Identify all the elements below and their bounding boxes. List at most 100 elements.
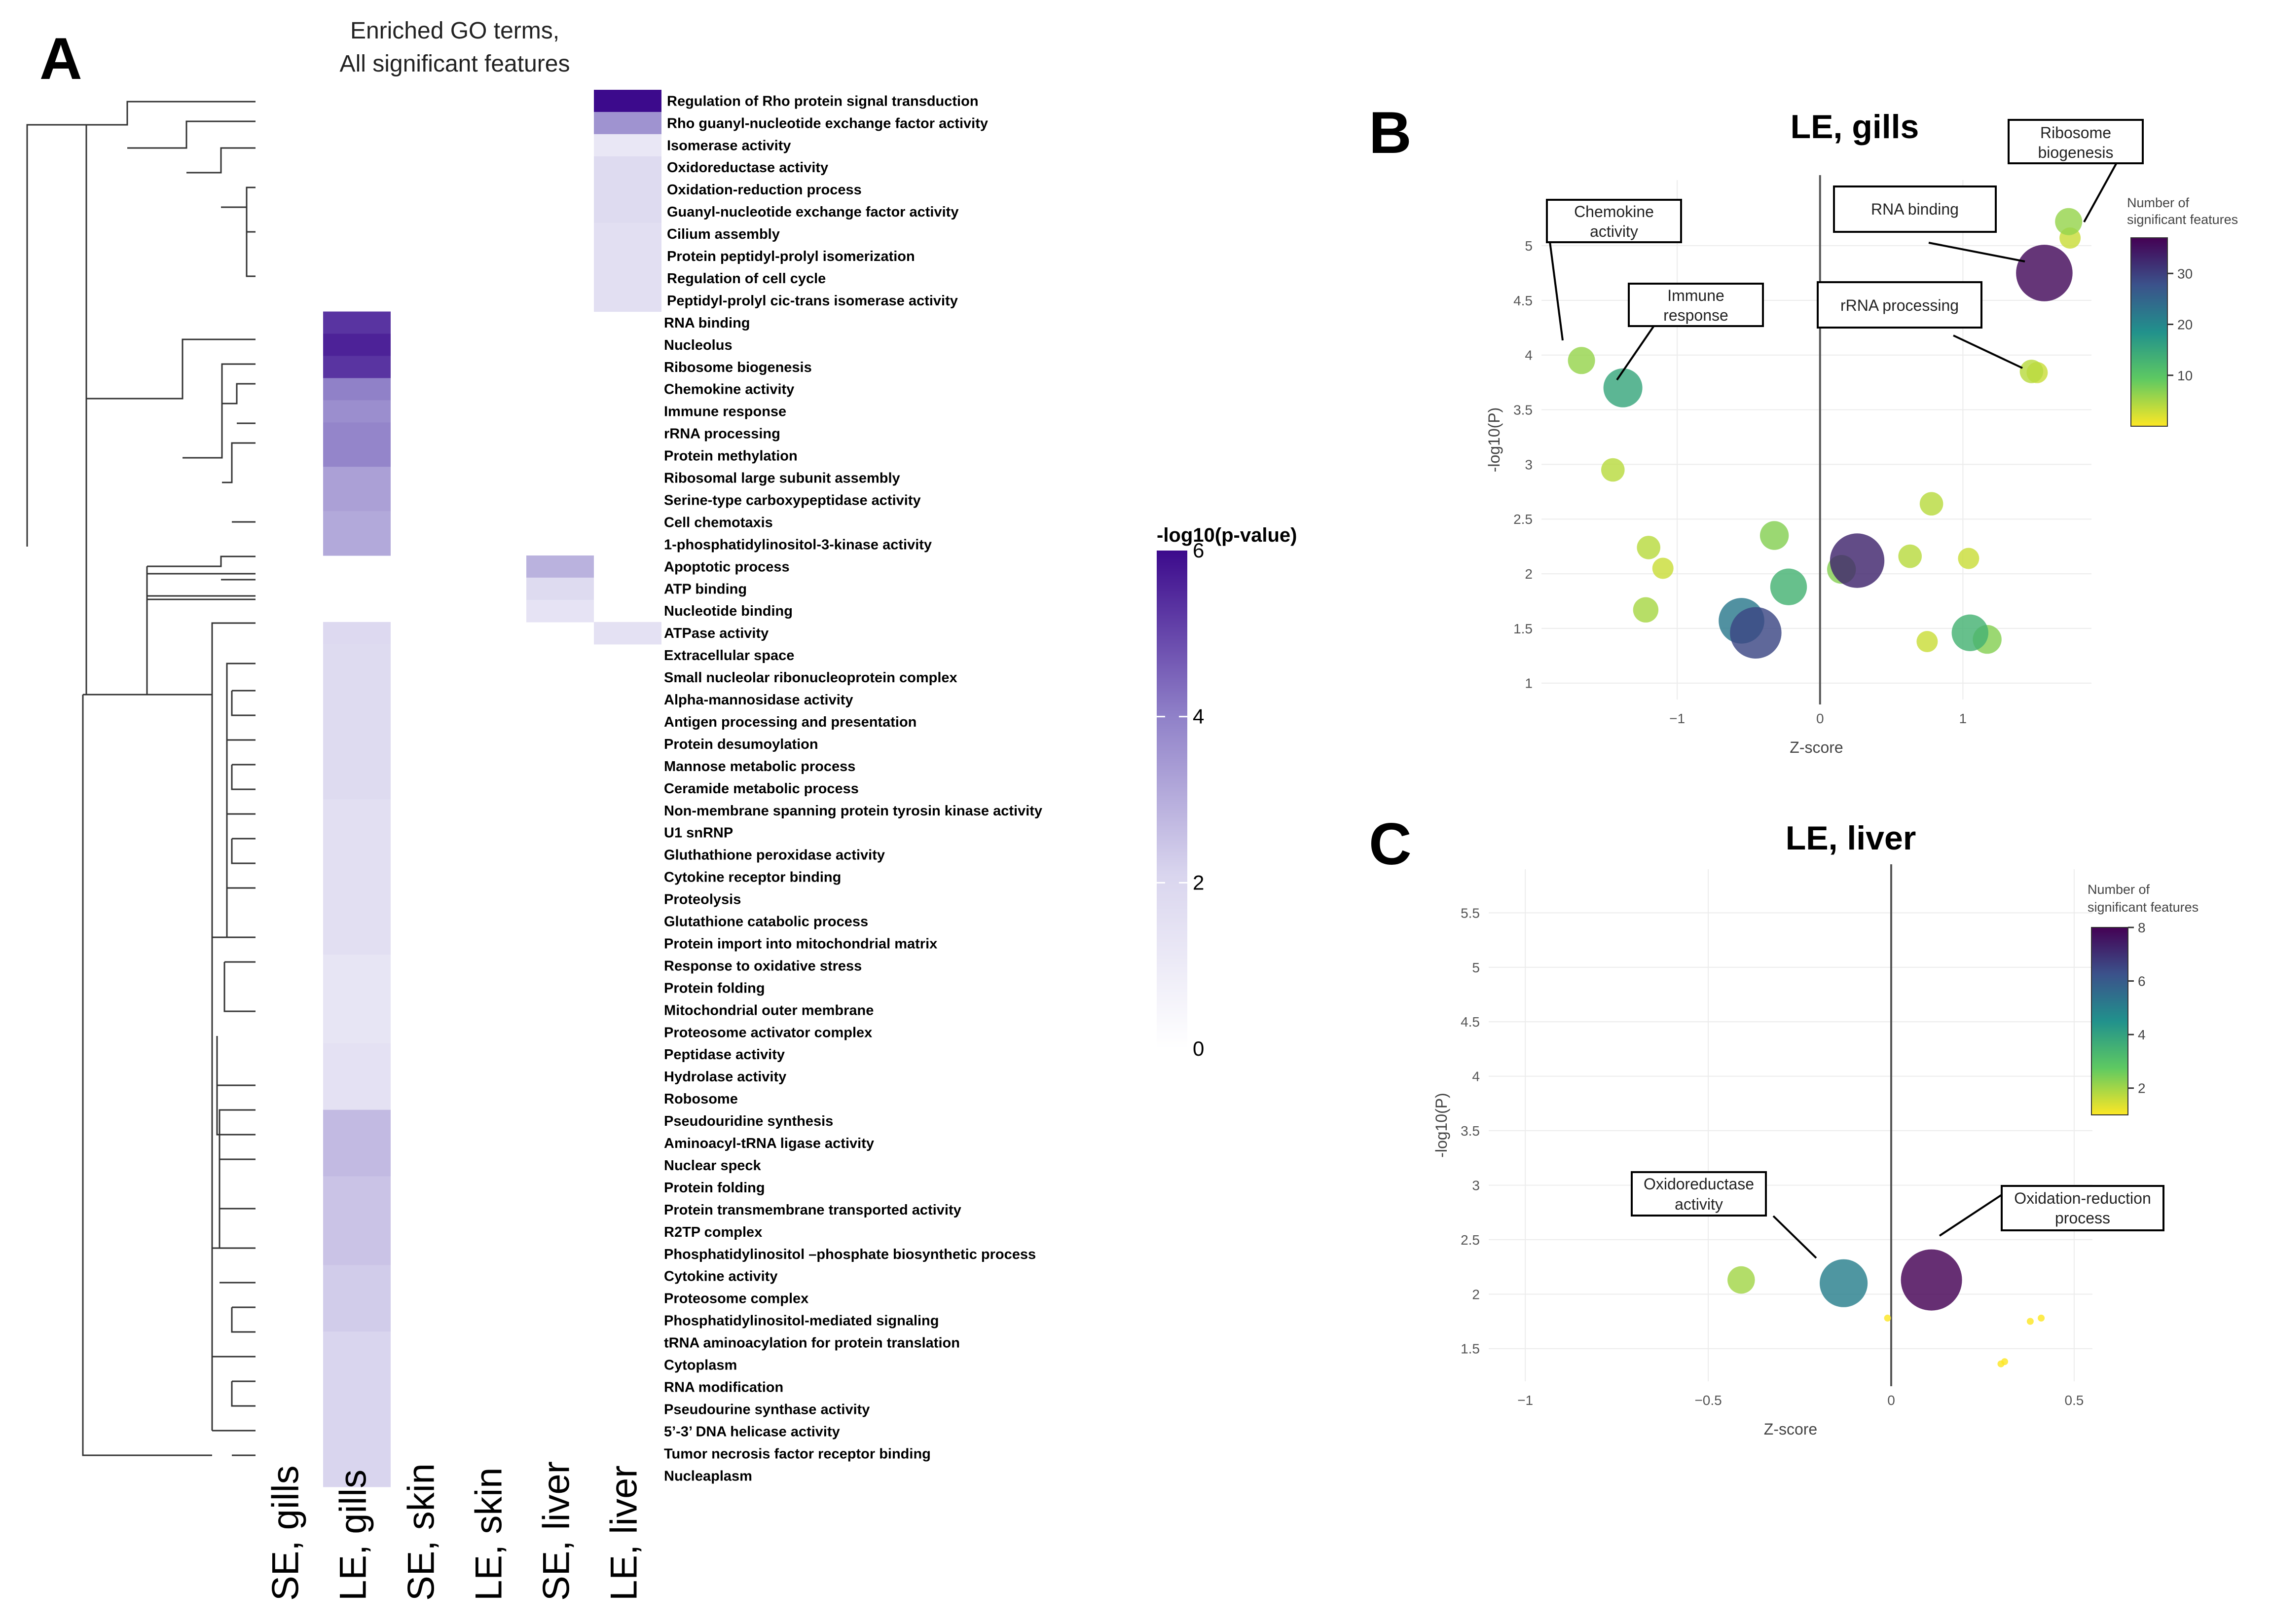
y-tick-label: 4.5 xyxy=(1513,293,1533,308)
heatmap-row-label: Cytokine activity xyxy=(664,1269,777,1285)
x-axis-label: Z-score xyxy=(1790,738,1843,756)
heatmap-cell xyxy=(323,1176,391,1199)
heatmap-row-label: Apoptotic process xyxy=(664,559,790,575)
colorbar-tick-label: 30 xyxy=(2177,266,2193,281)
dendrogram xyxy=(26,101,256,1243)
heatmap-cell xyxy=(323,1420,391,1443)
bubble-point xyxy=(1637,536,1660,559)
heatmap-cell xyxy=(323,533,391,556)
svg-text:activity: activity xyxy=(1590,222,1638,240)
x-tick-label: −1 xyxy=(1669,711,1685,726)
heatmap-cell xyxy=(323,422,391,445)
heatmap-cell xyxy=(323,1287,391,1310)
y-tick-label: 1.5 xyxy=(1513,621,1533,636)
y-tick-label: 1.5 xyxy=(1461,1341,1480,1357)
heatmap-row-label: Oxidation-reduction process xyxy=(667,182,862,198)
heatmap-cell xyxy=(526,599,594,623)
heatmap-cell xyxy=(323,999,391,1022)
heatmap-cell xyxy=(594,222,661,246)
y-tick-label: 3.5 xyxy=(1461,1123,1480,1139)
heatmap-row-label: Ribosomal large subunit assembly xyxy=(664,471,900,486)
heatmap-legend-title: -log10(p-value) xyxy=(1157,524,1297,546)
annotation-oxidation-reduction-process: Oxidation-reduction process xyxy=(1939,1185,2164,1237)
heatmap-row-label: Peptidyl-prolyl cic-trans isomerase acti… xyxy=(667,293,958,309)
heatmap-column-label: LE, gills xyxy=(332,1470,374,1601)
panel-label-b: B xyxy=(1369,100,1412,166)
heatmap-title-line-2: All significant features xyxy=(340,51,570,77)
heatmap-cell xyxy=(323,1043,391,1066)
y-tick-label: 2 xyxy=(1472,1287,1480,1302)
heatmap-cell xyxy=(323,1065,391,1088)
heatmap-cell xyxy=(323,467,391,489)
heatmap-row-label: Aminoacyl-tRNA ligase activity xyxy=(664,1136,874,1151)
heatmap-row-label: Mitochondrial outer membrane xyxy=(664,1002,874,1018)
heatmap-column-label: LE, liver xyxy=(603,1465,645,1601)
heatmap-row-label: Protein folding xyxy=(664,980,765,996)
svg-text:Ribosome: Ribosome xyxy=(2040,124,2111,142)
colorbar-tick-label: 4 xyxy=(2138,1027,2146,1042)
heatmap-row-label: Phosphatidylinositol-mediated signaling xyxy=(664,1313,939,1329)
heatmap-cell xyxy=(323,955,391,977)
heatmap-cell xyxy=(594,200,661,223)
svg-text:significant features: significant features xyxy=(2088,900,2199,915)
bubble-point xyxy=(2055,208,2083,235)
heatmap-row-label: Phosphatidylinositol –phosphate biosynth… xyxy=(664,1247,1036,1262)
heatmap-row-label: Non-membrane spanning protein tyrosin ki… xyxy=(664,803,1042,819)
y-axis-label: -log10(P) xyxy=(1485,407,1503,473)
bubble-point xyxy=(1759,521,1789,550)
y-tick-label: 5 xyxy=(1472,960,1480,975)
heatmap-cell xyxy=(323,400,391,423)
annotation-immune-response: Immune response xyxy=(1616,283,1764,381)
heatmap-row-label: Cell chemotaxis xyxy=(664,515,773,530)
heatmap-row-label: Extracellular space xyxy=(664,648,794,664)
heatmap-legend-tick: 2 xyxy=(1193,871,1204,894)
bubble-point xyxy=(1652,557,1674,579)
heatmap-cell xyxy=(323,1265,391,1288)
heatmap-cell xyxy=(323,821,391,844)
heatmap-cell xyxy=(323,644,391,667)
heatmap-cell xyxy=(323,932,391,955)
y-tick-label: 2 xyxy=(1525,566,1533,582)
heatmap-row-label: Nucleaplasm xyxy=(664,1468,752,1484)
heatmap-row-label: Protein folding xyxy=(664,1180,765,1196)
heatmap-row-label: Cytoplasm xyxy=(664,1358,737,1373)
svg-text:process: process xyxy=(2055,1209,2110,1227)
heatmap-row-label: Protein peptidyl-prolyl isomerization xyxy=(667,249,915,264)
heatmap-row-label: Proteosome complex xyxy=(664,1291,808,1307)
y-tick-label: 3.5 xyxy=(1513,403,1533,418)
heatmap-cell xyxy=(323,1154,391,1177)
heatmap-row-label: Ribosome biogenesis xyxy=(664,360,812,375)
heatmap-row-label: Nucleotide binding xyxy=(664,603,793,619)
bubble-point xyxy=(1919,492,1943,516)
bubble-point xyxy=(1951,614,1988,652)
bubble-point xyxy=(2016,245,2073,301)
heatmap-cell xyxy=(323,977,391,999)
heatmap-cell xyxy=(323,1442,391,1465)
heatmap-cell xyxy=(594,267,661,290)
heatmap-row-label: Pseudouridine synthesis xyxy=(664,1113,833,1129)
heatmap-cell xyxy=(323,1109,391,1133)
heatmap-row-label: ATP binding xyxy=(664,581,747,597)
heatmap-cell xyxy=(323,755,391,778)
heatmap-column-label: SE, liver xyxy=(536,1461,578,1601)
heatmap-row-label: tRNA aminoacylation for protein translat… xyxy=(664,1335,960,1351)
colorbar-tick-label: 20 xyxy=(2177,317,2193,332)
heatmap-cell xyxy=(323,444,391,467)
heatmap-cell xyxy=(594,90,661,112)
heatmap-row-label: ATPase activity xyxy=(664,626,769,641)
heatmap-row-label: Protein methylation xyxy=(664,448,798,464)
heatmap-row-label: Robosome xyxy=(664,1091,738,1107)
heatmap-column-labels: SE, gills LE, gills SE, skin LE, skin SE, li… xyxy=(265,1461,645,1601)
heatmap-row-label: Alpha-mannosidase activity xyxy=(664,692,853,708)
heatmap-cell xyxy=(323,1309,391,1332)
heatmap-cell xyxy=(323,511,391,534)
heatmap-row-label: U1 snRNP xyxy=(664,825,733,841)
heatmap-cell xyxy=(323,311,391,334)
annotation-oxidoreductase-activity: Oxidoreductase activity xyxy=(1631,1171,1817,1259)
heatmap-cell xyxy=(323,333,391,357)
svg-text:rRNA processing: rRNA processing xyxy=(1840,296,1959,314)
annotation-rrna-processing: rRNA processing xyxy=(1817,281,2023,369)
heatmap-row-label: Gluthathione peroxidase activity xyxy=(664,848,885,863)
heatmap-cell xyxy=(526,577,594,600)
heatmap-cell xyxy=(323,1354,391,1376)
